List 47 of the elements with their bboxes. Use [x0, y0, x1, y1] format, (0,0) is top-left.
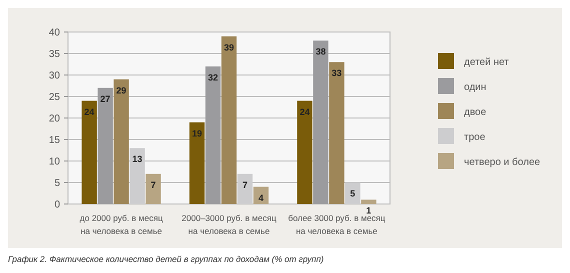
- legend-label: один: [464, 82, 486, 93]
- bar: [221, 36, 237, 204]
- x-tick-label: более 3000 руб. в месяц на человека в семье: [288, 213, 386, 236]
- legend-label: трое: [464, 132, 486, 143]
- data-label: 29: [116, 85, 126, 96]
- y-tick-label: 30: [48, 70, 60, 82]
- data-label: 33: [332, 68, 342, 78]
- bar: [345, 182, 360, 204]
- bar: [313, 40, 328, 204]
- bar: [146, 174, 161, 204]
- y-tick-label: 10: [48, 156, 60, 168]
- data-label: 24: [84, 106, 94, 117]
- legend-label: двое: [464, 107, 487, 118]
- data-label: 7: [150, 180, 156, 190]
- data-label: 4: [258, 192, 264, 203]
- y-tick-label: 40: [48, 28, 60, 38]
- data-label: 24: [300, 106, 310, 117]
- y-tick-label: 15: [48, 135, 60, 146]
- text: График 2. Фактическое количество детей в группах по доходам (% от групп): [8, 254, 324, 264]
- y-tick-label: 5: [54, 178, 60, 189]
- x-tick-label: до 2000 руб. в месяц на человека в семье: [80, 213, 163, 236]
- data-label: 1: [366, 206, 372, 216]
- data-label: 39: [224, 42, 234, 52]
- data-label: 5: [350, 188, 356, 198]
- data-label: 13: [132, 154, 142, 164]
- legend-label: четверо и более: [464, 157, 541, 168]
- bar: [189, 122, 205, 204]
- bar: [114, 79, 129, 204]
- y-tick-label: 35: [48, 49, 60, 60]
- bar: [205, 66, 221, 204]
- legend-label: детей нет: [464, 57, 510, 68]
- bar: [237, 174, 253, 204]
- bar: [329, 62, 344, 204]
- bar: [98, 88, 113, 204]
- y-tick-label: 0: [54, 200, 60, 210]
- data-label: 27: [100, 94, 110, 104]
- data-label: 32: [208, 72, 218, 82]
- y-tick-label: 20: [48, 114, 60, 124]
- y-tick-label: 25: [48, 92, 60, 103]
- bar: [130, 148, 145, 204]
- x-tick-label: 2000–3000 руб. в месяц на человека в семье: [182, 213, 276, 236]
- data-label: 19: [192, 128, 202, 138]
- data-label: 38: [316, 46, 326, 57]
- bar: [361, 200, 376, 204]
- bar: [297, 100, 312, 204]
- bar: [82, 100, 97, 204]
- data-label: 7: [242, 180, 248, 190]
